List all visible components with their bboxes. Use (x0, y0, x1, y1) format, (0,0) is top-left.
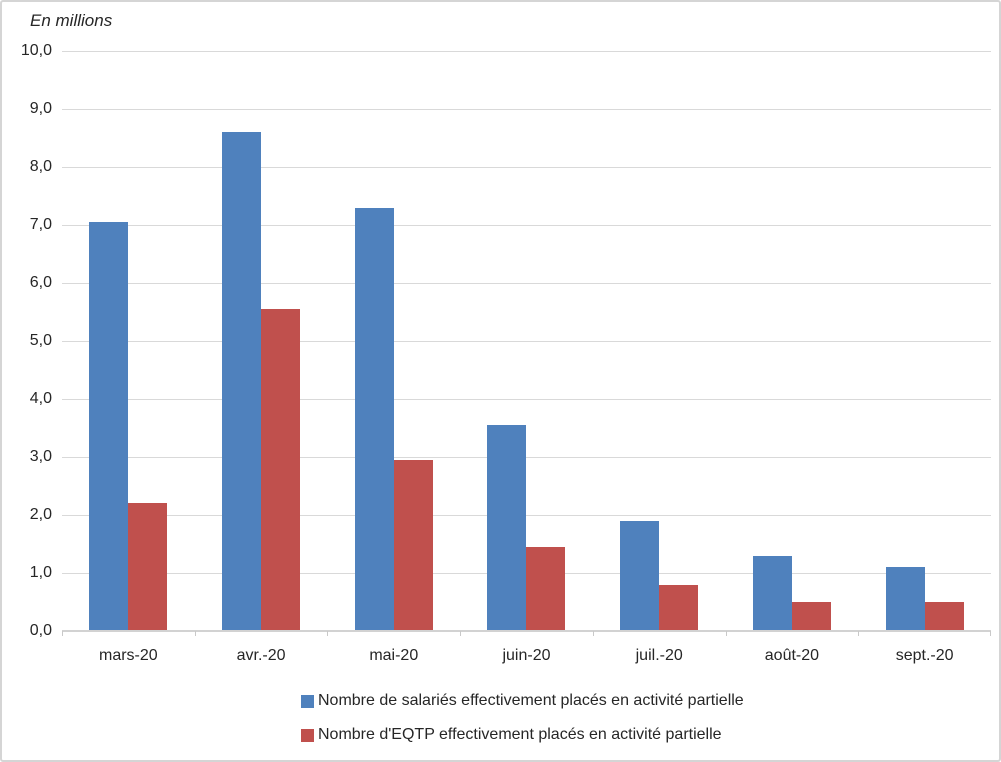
x-axis-category-label: juin-20 (502, 647, 551, 664)
x-axis-line (62, 630, 991, 632)
gridline (62, 341, 991, 342)
legend: Nombre de salariés effectivement placés … (301, 691, 744, 759)
legend-label: Nombre de salariés effectivement placés … (318, 692, 744, 709)
bar-group-sept.-20 (858, 51, 991, 631)
y-axis-tick-label: 5,0 (29, 332, 52, 349)
x-axis-tick (858, 631, 860, 636)
bar-group-mars-20 (62, 51, 195, 631)
legend-item-series1: Nombre de salariés effectivement placés … (301, 691, 744, 711)
x-axis-category-label: juil.-20 (635, 647, 683, 664)
bar-series2-avr.-20 (261, 309, 301, 631)
y-axis-tick-label: 4,0 (29, 390, 52, 407)
bar-series1-juin-20 (487, 425, 527, 631)
bar-group-avr.-20 (195, 51, 328, 631)
x-axis-category-label: avr.-20 (236, 647, 286, 664)
x-axis-category-label: mars-20 (99, 647, 158, 664)
bar-group-juin-20 (460, 51, 593, 631)
y-axis-tick-label: 3,0 (29, 448, 52, 465)
y-axis-tick-label: 0,0 (29, 622, 52, 639)
legend-item-series2: Nombre d'EQTP effectivement placés en ac… (301, 725, 744, 745)
y-axis-tick-label: 6,0 (29, 274, 52, 291)
x-axis-tick (460, 631, 462, 636)
x-axis-category-label: août-20 (764, 647, 820, 664)
x-axis-tick (194, 631, 196, 636)
bar-series1-avr.-20 (222, 132, 262, 631)
bar-series1-sept.-20 (885, 567, 925, 631)
bar-series2-juil.-20 (659, 584, 699, 631)
legend-swatch-icon (301, 694, 314, 708)
legend-label: Nombre d'EQTP effectivement placés en ac… (318, 726, 722, 743)
bar-group-août-20 (726, 51, 859, 631)
y-axis-tick-label: 7,0 (29, 216, 52, 233)
gridline (62, 283, 991, 284)
x-axis-tick (725, 631, 727, 636)
gridline (62, 51, 991, 52)
bar-series2-juin-20 (526, 546, 566, 631)
bar-group-juil.-20 (593, 51, 726, 631)
x-axis-tick (327, 631, 329, 636)
bar-series1-juil.-20 (620, 520, 660, 631)
y-axis-tick-label: 8,0 (29, 158, 52, 175)
legend-swatch-icon (301, 728, 314, 742)
bar-series1-mai-20 (354, 207, 394, 631)
bar-series2-mars-20 (128, 503, 168, 631)
gridline (62, 225, 991, 226)
y-axis-tick-label: 2,0 (29, 506, 52, 523)
gridline (62, 109, 991, 110)
bar-series2-août-20 (791, 602, 831, 631)
y-axis-tick-label: 1,0 (29, 564, 52, 581)
x-axis-category-labels: mars-20 avr.-20 mai-20 juin-20 juil.-20 août-… (62, 645, 991, 667)
bar-series1-mars-20 (89, 222, 129, 631)
x-axis-category-label: sept.-20 (895, 647, 954, 664)
gridline (62, 399, 991, 400)
gridline (62, 515, 991, 516)
x-axis-tick (990, 631, 991, 636)
x-axis-tick (62, 631, 63, 636)
axis-units-label: En millions (30, 11, 113, 30)
gridline (62, 457, 991, 458)
bar-series2-sept.-20 (924, 602, 964, 631)
bar-group-mai-20 (327, 51, 460, 631)
bar-series2-mai-20 (393, 459, 433, 631)
x-axis-tick (592, 631, 594, 636)
bar-series1-août-20 (752, 555, 792, 631)
x-axis-category-label: mai-20 (369, 647, 419, 664)
plot-area (62, 51, 991, 636)
y-axis-tick-label: 10,0 (20, 42, 52, 59)
y-axis-tick-labels: 0,0 1,0 2,0 3,0 4,0 5,0 6,0 7,0 8,0 9,0 10,0 (2, 42, 52, 651)
gridline (62, 167, 991, 168)
y-axis-tick-label: 9,0 (29, 100, 52, 117)
